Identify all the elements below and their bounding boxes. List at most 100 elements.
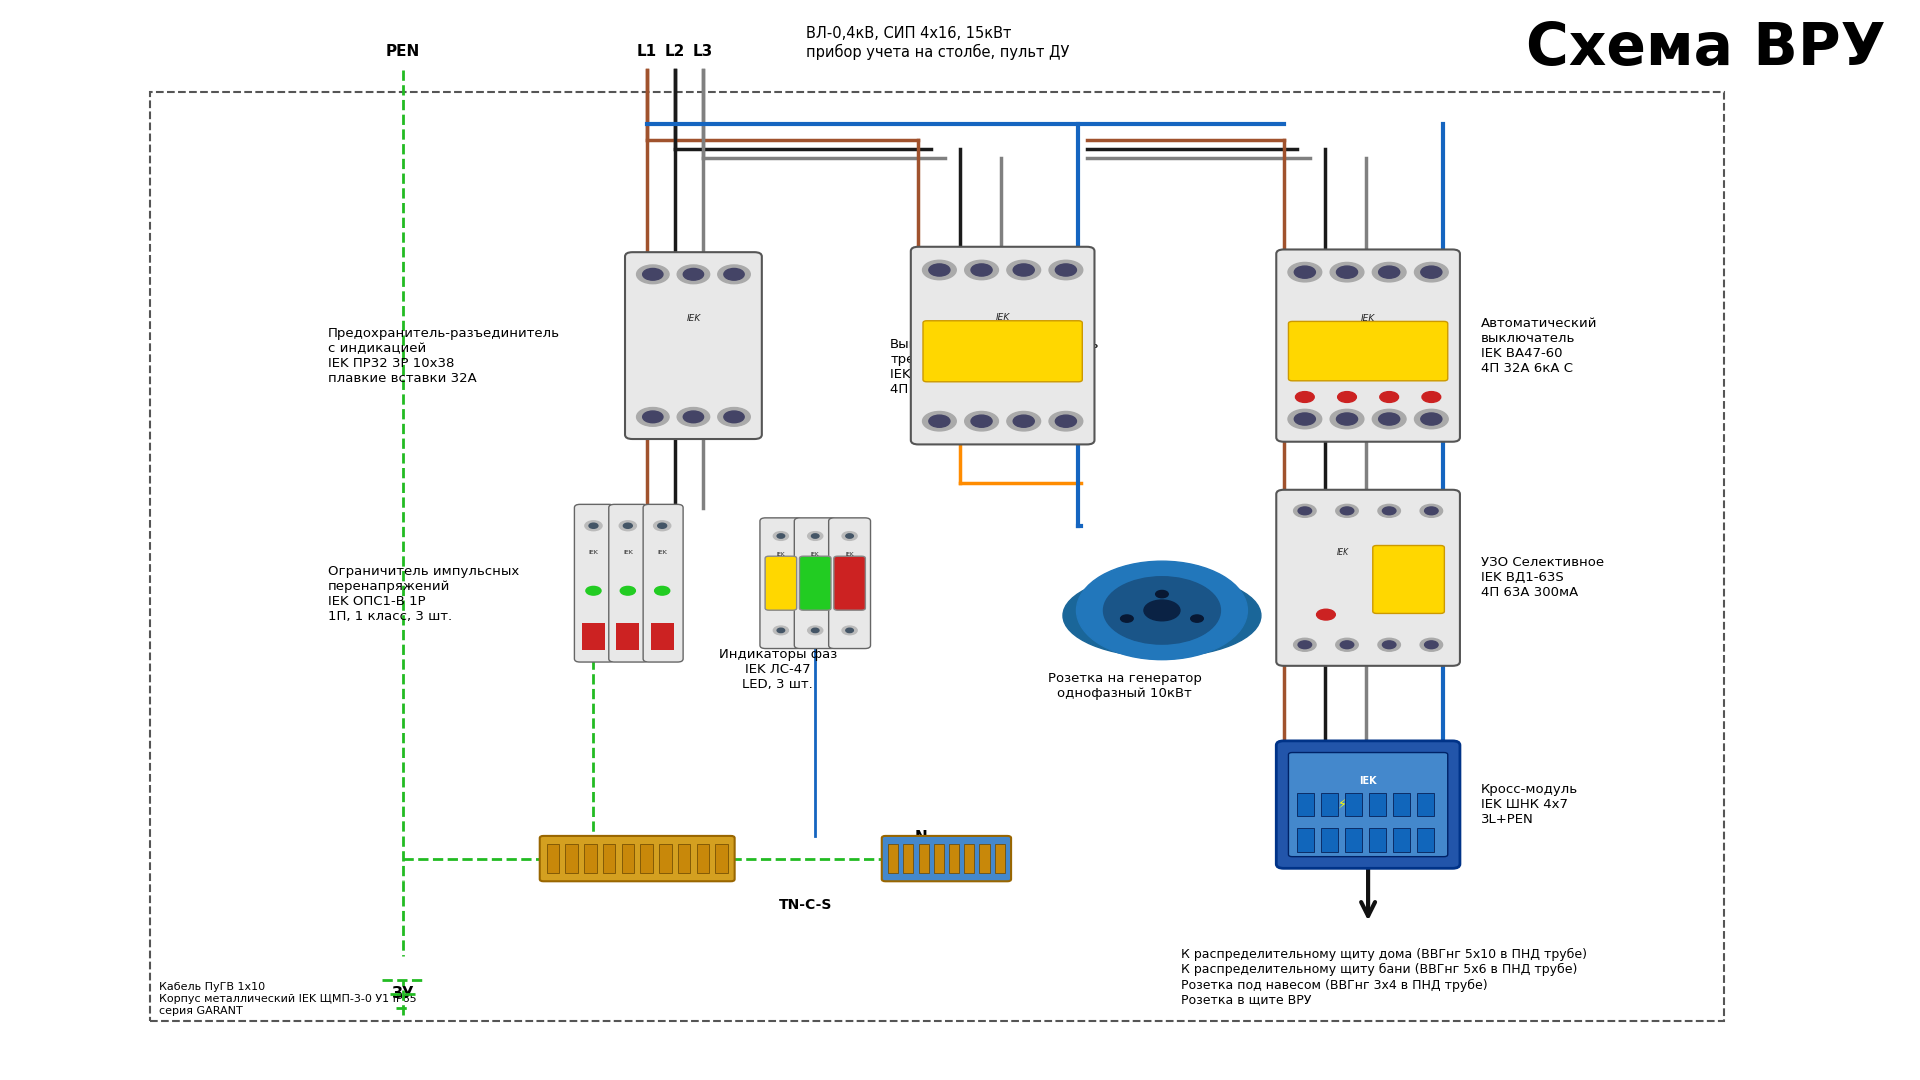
Circle shape (1121, 615, 1133, 622)
Bar (1369, 828, 1386, 852)
Circle shape (972, 264, 993, 276)
Bar (1346, 793, 1361, 816)
Circle shape (1014, 264, 1035, 276)
Bar (1298, 793, 1313, 816)
Circle shape (1331, 262, 1363, 282)
Circle shape (1379, 504, 1400, 517)
FancyBboxPatch shape (1288, 322, 1448, 381)
Circle shape (620, 586, 636, 595)
FancyBboxPatch shape (764, 556, 797, 610)
Circle shape (620, 521, 636, 530)
Circle shape (1048, 411, 1083, 431)
Circle shape (1379, 266, 1400, 279)
Circle shape (1288, 262, 1321, 282)
Circle shape (922, 411, 956, 431)
Text: ВЛ-0,4кВ, СИП 4х16, 15кВт
прибор учета на столбе, пульт ДУ: ВЛ-0,4кВ, СИП 4х16, 15кВт прибор учета н… (806, 26, 1069, 60)
Circle shape (929, 415, 950, 428)
Bar (918, 845, 929, 873)
Circle shape (643, 411, 662, 422)
FancyBboxPatch shape (1288, 753, 1448, 856)
Circle shape (1336, 638, 1357, 651)
Bar (1321, 793, 1338, 816)
Bar (933, 845, 945, 873)
Circle shape (678, 407, 710, 427)
Circle shape (1382, 507, 1396, 515)
Circle shape (653, 521, 670, 530)
Text: L2: L2 (664, 44, 685, 59)
Circle shape (812, 534, 820, 538)
Bar (584, 845, 597, 873)
FancyBboxPatch shape (1277, 249, 1459, 442)
Circle shape (964, 411, 998, 431)
FancyBboxPatch shape (1277, 489, 1459, 665)
FancyBboxPatch shape (799, 556, 831, 610)
FancyBboxPatch shape (626, 252, 762, 438)
Circle shape (637, 265, 668, 284)
Bar (964, 845, 973, 873)
Circle shape (724, 269, 745, 280)
Text: К распределительному щиту дома (ВВГнг 5х10 в ПНД трубе)
К распределительному щит: К распределительному щиту дома (ВВГнг 5х… (1181, 948, 1586, 1007)
Text: ГЗШ: ГЗШ (541, 835, 582, 850)
Text: IEK: IEK (622, 551, 634, 555)
Circle shape (847, 629, 852, 633)
Text: Схема ВРУ: Схема ВРУ (1526, 21, 1885, 77)
Circle shape (1298, 640, 1311, 649)
Circle shape (1006, 260, 1041, 280)
Text: IEK: IEK (1361, 313, 1375, 323)
Bar (979, 845, 989, 873)
Bar (582, 622, 605, 650)
Bar (1346, 828, 1361, 852)
Text: Кросс-модуль
IEK ШНК 4х7
3L+PEN: Кросс-модуль IEK ШНК 4х7 3L+PEN (1480, 783, 1578, 826)
Text: Розетка на генератор
однофазный 10кВт: Розетка на генератор однофазный 10кВт (1048, 672, 1202, 700)
Text: L1: L1 (637, 44, 657, 59)
Bar (603, 845, 614, 873)
Circle shape (774, 531, 789, 540)
Circle shape (684, 411, 703, 422)
Text: ⚡: ⚡ (1338, 798, 1348, 811)
Circle shape (1380, 392, 1398, 403)
Bar (641, 845, 653, 873)
Bar (716, 845, 728, 873)
FancyBboxPatch shape (910, 246, 1094, 445)
Circle shape (1421, 413, 1442, 426)
Circle shape (1104, 577, 1221, 644)
Bar (1392, 828, 1409, 852)
FancyBboxPatch shape (1277, 741, 1459, 868)
Bar (1298, 828, 1313, 852)
Text: Предохранитель-разъединитель
с индикацией
IEK ПР32 3Р 10х38
плавкие вставки 32А: Предохранитель-разъединитель с индикацие… (328, 327, 561, 386)
Bar (1417, 828, 1434, 852)
Circle shape (1294, 266, 1315, 279)
FancyBboxPatch shape (609, 504, 649, 662)
Circle shape (637, 407, 668, 427)
Text: Индикаторы фаз
IEK ЛС-47
LED, 3 шт.: Индикаторы фаз IEK ЛС-47 LED, 3 шт. (718, 648, 837, 691)
Circle shape (1190, 615, 1204, 622)
FancyBboxPatch shape (881, 836, 1012, 881)
Circle shape (1336, 266, 1357, 279)
Circle shape (843, 626, 856, 635)
Bar (651, 622, 674, 650)
Bar (616, 622, 639, 650)
Bar (150, 92, 1724, 1021)
Circle shape (1340, 640, 1354, 649)
Circle shape (1421, 638, 1442, 651)
Text: IEK: IEK (776, 552, 785, 557)
Bar (948, 845, 960, 873)
Text: IEK: IEK (1359, 775, 1377, 786)
Circle shape (1415, 409, 1448, 429)
Circle shape (1423, 392, 1440, 403)
Circle shape (1415, 262, 1448, 282)
Circle shape (843, 531, 856, 540)
Circle shape (724, 411, 745, 422)
Text: IEK: IEK (657, 551, 666, 555)
Bar (902, 845, 914, 873)
Text: Выключатель-разъединитель
трехпозиционный
IEK ВРТ-63
4П 63А: Выключатель-разъединитель трехпозиционны… (891, 338, 1100, 396)
Circle shape (847, 534, 852, 538)
Circle shape (1006, 411, 1041, 431)
Circle shape (778, 629, 785, 633)
Text: Ограничитель импульсных
перенапряжений
IEK ОПС1-В 1Р
1П, 1 класс, 3 шт.: Ограничитель импульсных перенапряжений I… (328, 565, 518, 623)
Circle shape (643, 269, 662, 280)
Circle shape (1056, 264, 1077, 276)
Ellipse shape (1064, 575, 1261, 657)
Circle shape (624, 523, 632, 528)
Text: IEK: IEK (1336, 549, 1350, 557)
